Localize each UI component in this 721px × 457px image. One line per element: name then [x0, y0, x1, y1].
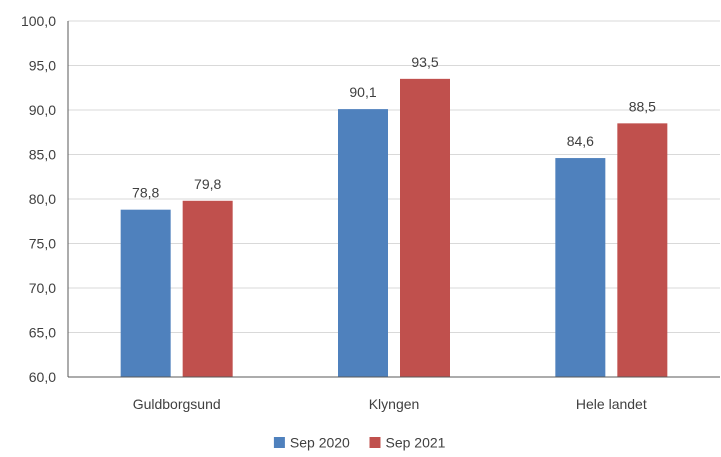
- legend-label: Sep 2021: [386, 435, 446, 451]
- y-tick-label: 65,0: [29, 325, 56, 341]
- y-axis-ticks: 60,0 65,0 70,0 75,0 80,0 85,0 90,0 95,0 100,0: [21, 13, 56, 385]
- data-label: 90,1: [349, 84, 376, 100]
- x-axis-categories: Guldborgsund Klyngen Hele landet: [133, 396, 647, 412]
- bar: [338, 109, 388, 378]
- y-tick-label: 60,0: [29, 369, 56, 385]
- gridlines: [68, 20, 720, 333]
- x-category-label: Hele landet: [576, 396, 647, 412]
- bar: [617, 123, 668, 377]
- y-tick-label: 75,0: [29, 236, 56, 252]
- data-label: 78,8: [132, 185, 159, 201]
- bar: [182, 200, 233, 377]
- bar: [400, 78, 450, 377]
- y-tick-label: 80,0: [29, 191, 56, 207]
- axes: [67, 21, 720, 378]
- data-label: 93,5: [411, 54, 438, 70]
- data-label: 79,8: [194, 176, 221, 192]
- data-labels: 78,8 79,8 90,1 93,5 84,6 88,5: [132, 54, 656, 201]
- data-label: 88,5: [629, 98, 656, 114]
- y-tick-label: 100,0: [21, 13, 56, 29]
- legend: Sep 2020 Sep 2021: [273, 435, 446, 451]
- bar: [120, 209, 171, 377]
- bars: [120, 78, 668, 378]
- legend-swatch: [369, 437, 381, 448]
- y-tick-label: 90,0: [29, 102, 56, 118]
- x-category-label: Guldborgsund: [133, 396, 221, 412]
- bar: [555, 158, 606, 377]
- data-label: 84,6: [567, 133, 594, 149]
- legend-swatch: [273, 437, 285, 448]
- x-category-label: Klyngen: [369, 396, 420, 412]
- y-tick-label: 70,0: [29, 280, 56, 296]
- y-tick-label: 95,0: [29, 58, 56, 74]
- legend-label: Sep 2020: [290, 435, 350, 451]
- y-tick-label: 85,0: [29, 147, 56, 163]
